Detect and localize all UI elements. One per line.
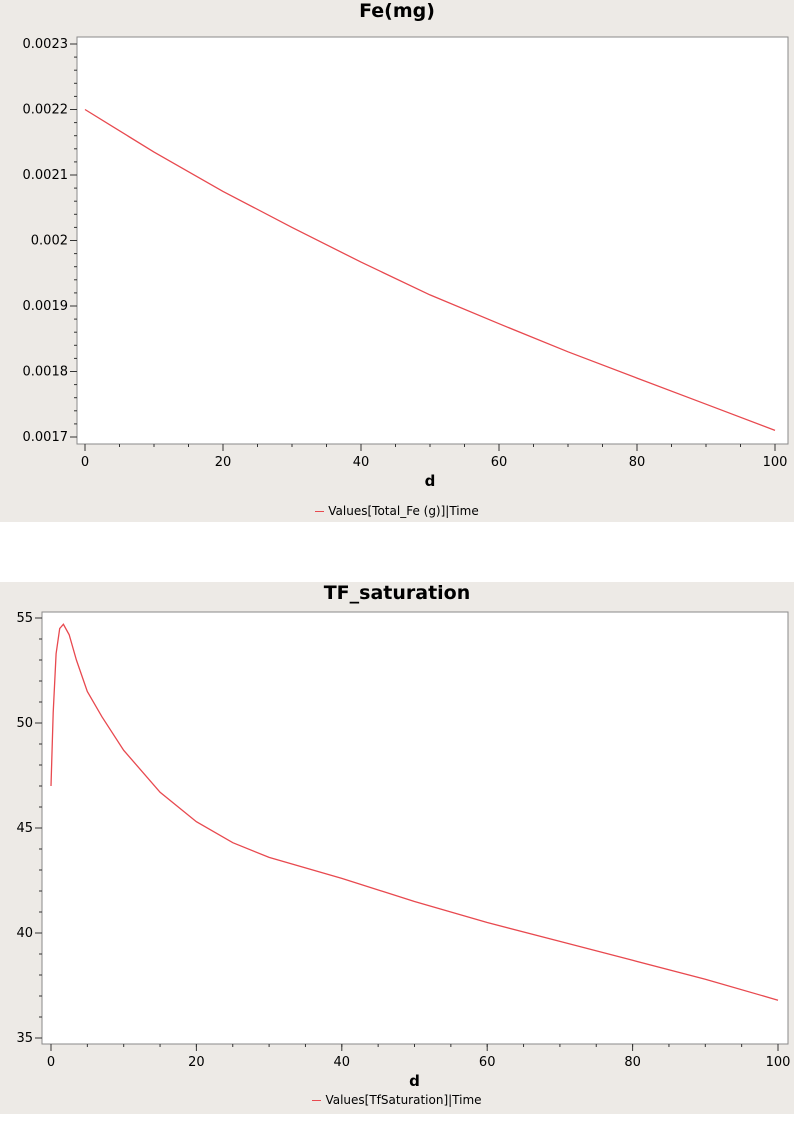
x-tick-label: 80 — [629, 455, 646, 470]
y-tick-label: 0.0018 — [23, 365, 69, 380]
x-tick-label: 20 — [215, 455, 232, 470]
fe-chart-svg: 0.0017 0.0018 0.0019 0.002 0.0021 0.0022 0.002… — [23, 36, 789, 490]
legend-swatch — [312, 1100, 322, 1101]
legend-label: Values[TfSaturation]|Time — [325, 1093, 482, 1107]
y-tick-label: 45 — [16, 821, 33, 836]
y-tick-label: 50 — [16, 716, 33, 731]
plot-area — [41, 611, 789, 1045]
tf-saturation-chart-svg: 35 40 45 50 55 0 20 40 60 80 100 d — [16, 611, 791, 1090]
x-tick-label: 100 — [763, 455, 788, 470]
x-tick-label: 60 — [479, 1055, 496, 1070]
series-line — [84, 108, 776, 432]
y-tick-label: 0.0022 — [23, 103, 69, 118]
chart-panel-fe: Fe(mg) 0.0017 0.0018 0.0019 0.002 0.0021 0.00… — [0, 0, 794, 522]
chart-title: TF_saturation — [323, 582, 471, 604]
y-tick-label: 0.0023 — [23, 37, 69, 52]
legend-label: Values[Total_Fe (g)]|Time — [328, 504, 479, 518]
x-tick-label: 40 — [334, 1055, 351, 1070]
x-tick-label: 100 — [766, 1055, 791, 1070]
x-tick-label: 80 — [624, 1055, 641, 1070]
chart-legend: Values[Total_Fe (g)]|Time — [0, 504, 794, 518]
y-tick-label: 0.0019 — [23, 299, 69, 314]
chart-legend: Values[TfSaturation]|Time — [0, 1093, 794, 1107]
y-tick-label: 0.0021 — [23, 168, 69, 183]
y-tick-label: 55 — [16, 611, 33, 626]
x-tick-label: 60 — [491, 455, 508, 470]
legend-swatch — [315, 511, 325, 512]
x-axis-label: d — [425, 472, 436, 490]
y-tick-label: 0.002 — [31, 234, 68, 249]
x-tick-label: 0 — [81, 455, 89, 470]
x-axis-label: d — [409, 1072, 420, 1090]
plot-area — [76, 36, 789, 445]
x-tick-label: 40 — [353, 455, 370, 470]
y-tick-label: 35 — [16, 1031, 33, 1046]
x-tick-label: 0 — [47, 1055, 55, 1070]
chart-title: Fe(mg) — [359, 0, 435, 22]
y-tick-label: 0.0017 — [23, 430, 69, 445]
series-line — [50, 623, 779, 1001]
y-tick-label: 40 — [16, 926, 33, 941]
chart-panel-tf-saturation: TF_saturation 35 40 45 50 55 0 20 40 60 80 100 d Va… — [0, 582, 794, 1114]
x-tick-label: 20 — [188, 1055, 205, 1070]
